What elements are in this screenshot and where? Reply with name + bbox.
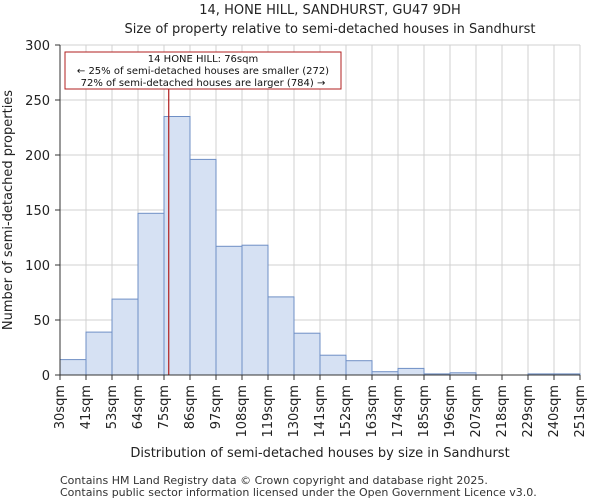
bar-97sqm [215, 245, 243, 376]
x-tick-label: 119sqm [261, 385, 276, 438]
chart-title: 14, HONE HILL, SANDHURST, GU47 9DH [199, 3, 460, 18]
bar-130sqm [293, 332, 321, 376]
bar-86sqm [189, 158, 217, 376]
y-tick-label: 150 [25, 204, 50, 219]
x-tick-label: 240sqm [547, 385, 562, 438]
chart-subtitle: Size of property relative to semi-detach… [125, 22, 536, 37]
x-tick-label: 251sqm [573, 385, 588, 438]
bar-30sqm [59, 359, 87, 376]
x-tick-label: 97sqm [209, 385, 224, 429]
footer-line-1: Contains HM Land Registry data © Crown c… [60, 474, 488, 487]
annotation-line-3: 72% of semi-detached houses are larger (… [81, 78, 326, 89]
x-tick-label: 163sqm [365, 385, 380, 438]
x-tick-label: 152sqm [339, 385, 354, 438]
bar-119sqm [267, 296, 295, 376]
y-tick-label: 0 [42, 369, 50, 384]
bar-75sqm [163, 116, 191, 376]
bar-53sqm [111, 298, 139, 376]
bar-108sqm [241, 244, 269, 376]
x-tick-label: 130sqm [287, 385, 302, 438]
y-tick-label: 100 [25, 259, 50, 274]
y-tick-label: 50 [33, 314, 50, 329]
bar-174sqm [397, 367, 425, 376]
bar-141sqm [319, 354, 347, 376]
y-axis-label: Number of semi-detached properties [1, 90, 16, 330]
annotation-line-1: 14 HONE HILL: 76sqm [148, 54, 258, 65]
x-tick-label: 53sqm [105, 385, 120, 429]
x-tick-label: 196sqm [443, 385, 458, 438]
x-tick-label: 229sqm [521, 385, 536, 438]
y-tick-label: 300 [25, 39, 50, 54]
bar-152sqm [345, 360, 373, 376]
annotation-frame [64, 51, 342, 90]
x-tick-label: 141sqm [313, 385, 328, 438]
x-tick-label: 185sqm [417, 385, 432, 438]
x-axis-label: Distribution of semi-detached houses by … [130, 446, 509, 461]
annotation-line-2: ← 25% of semi-detached houses are smalle… [77, 66, 329, 77]
x-tick-label: 207sqm [469, 385, 484, 438]
x-tick-label: 64sqm [131, 385, 146, 429]
x-tick-label: 41sqm [79, 385, 94, 429]
footer-line-2: Contains public sector information licen… [60, 486, 537, 499]
x-axis-ticks: 30sqm 41sqm 53sqm 64sqm 75sqm 86sqm 97sqm 108sq… [53, 375, 588, 438]
x-tick-label: 218sqm [495, 385, 510, 438]
y-tick-label: 200 [25, 149, 50, 164]
x-tick-label: 108sqm [235, 385, 250, 438]
x-tick-label: 30sqm [53, 385, 68, 429]
y-axis-ticks: 0 50 100 150 200 250 300 [25, 39, 60, 384]
x-tick-label: 86sqm [183, 385, 198, 429]
x-tick-label: 75sqm [157, 385, 172, 429]
bar-41sqm [85, 331, 113, 376]
y-tick-label: 250 [25, 94, 50, 109]
x-tick-label: 174sqm [391, 385, 406, 438]
annotation-box: 14 HONE HILL: 76sqm ← 25% of semi-detach… [64, 51, 342, 90]
bar-64sqm [137, 212, 165, 376]
